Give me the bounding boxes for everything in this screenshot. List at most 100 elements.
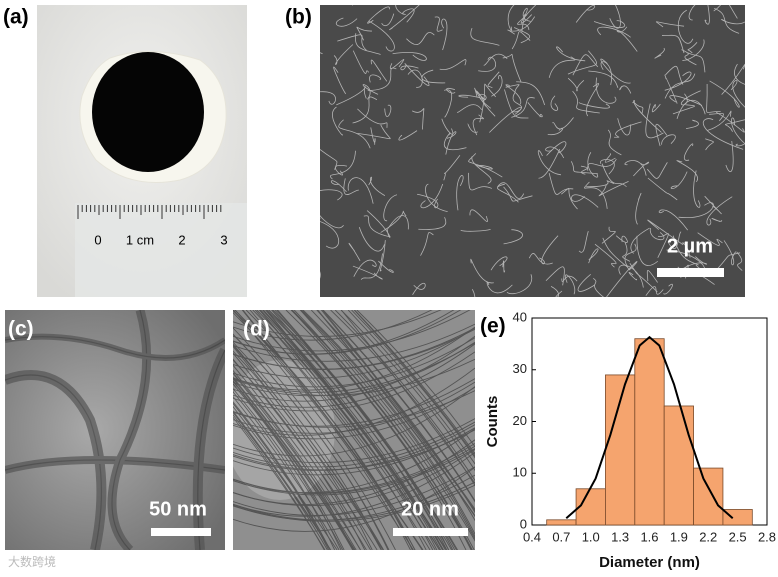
fiber [404,63,430,86]
fiber [545,266,565,286]
fiber [707,110,732,131]
fiber [412,282,426,295]
fiber [333,66,347,95]
fiber [604,153,616,163]
nanotube [233,380,354,550]
x-tick-label: 0.7 [552,529,570,544]
fiber [593,20,626,28]
nanotube [233,449,475,506]
bar [546,519,577,526]
nanotube [5,459,225,471]
fiber [672,235,699,266]
x-tick-label: 0.4 [523,529,541,544]
fiber [706,196,733,226]
nanotube [233,428,475,494]
fiber [550,286,563,297]
fiber [615,235,628,243]
x-tick-label: 2.8 [758,529,776,544]
fiber [672,104,696,115]
nanotube [233,345,384,550]
fiber [511,97,535,118]
fiber [511,31,531,50]
fiber [512,92,522,115]
x-tick-label: 2.2 [699,529,717,544]
fiber [651,103,661,112]
fiber [472,288,476,297]
fiber [460,228,491,232]
fiber [516,81,546,106]
panel-label: (a) [3,6,29,29]
fiber [630,227,650,254]
fiber [681,49,697,66]
ruler-label: 3 [220,232,227,247]
fiber [702,118,744,150]
fiber [687,52,706,73]
bar [634,338,665,526]
fiber [478,56,497,72]
nanotube [234,310,416,550]
nanotube [274,310,456,550]
fiber [502,53,522,83]
nanotube [301,310,475,538]
nanotube [299,310,475,542]
fiber [507,5,515,31]
fiber [622,242,631,262]
fiber [357,124,391,140]
y-tick-label: 40 [513,309,527,324]
fiber [683,143,694,161]
fiber [539,235,559,265]
fiber [602,237,628,268]
fiber [368,176,386,196]
nanotube [5,374,103,550]
nanotube [233,311,411,550]
nanotube [233,326,475,391]
nanotube [233,429,475,471]
fiber [587,158,617,171]
fiber [629,263,658,293]
nanotube [233,351,475,412]
sem-image [320,5,745,297]
fiber [476,165,493,170]
fiber [446,88,456,94]
fiber [456,104,483,113]
fiber [628,272,637,281]
tem-image-c [5,310,225,550]
fiber [688,5,696,21]
panel-label: (c) [8,318,34,341]
fiber [721,19,745,25]
fiber [537,150,562,176]
y-tick-label: 30 [513,361,527,376]
fiber [383,194,398,222]
fiber [320,189,343,201]
fiber [444,89,453,118]
fiber [678,202,714,218]
fiber [491,75,503,97]
fiber [624,160,647,176]
fiber [705,138,714,151]
fiber [517,14,530,31]
y-tick-label: 20 [513,413,527,428]
nanotube [233,337,475,388]
fiber [587,152,599,178]
fiber [425,183,448,213]
fiber [736,251,743,271]
fiber [443,155,461,181]
fiber [714,7,740,34]
panel-label: (e) [480,315,506,338]
fiber [594,243,617,268]
nanotube [233,405,338,550]
fiber [561,275,578,283]
nanotube [233,411,332,550]
fiber [592,278,605,297]
nanotube [233,343,475,408]
nanotube [233,323,475,362]
fiber [570,161,598,175]
fiber [552,117,574,130]
bar [605,374,636,526]
fiber [389,5,420,31]
nanotube [233,381,475,434]
fiber [706,83,721,113]
fiber [411,108,425,130]
scale-bar [657,268,724,277]
nanotube [233,390,475,428]
